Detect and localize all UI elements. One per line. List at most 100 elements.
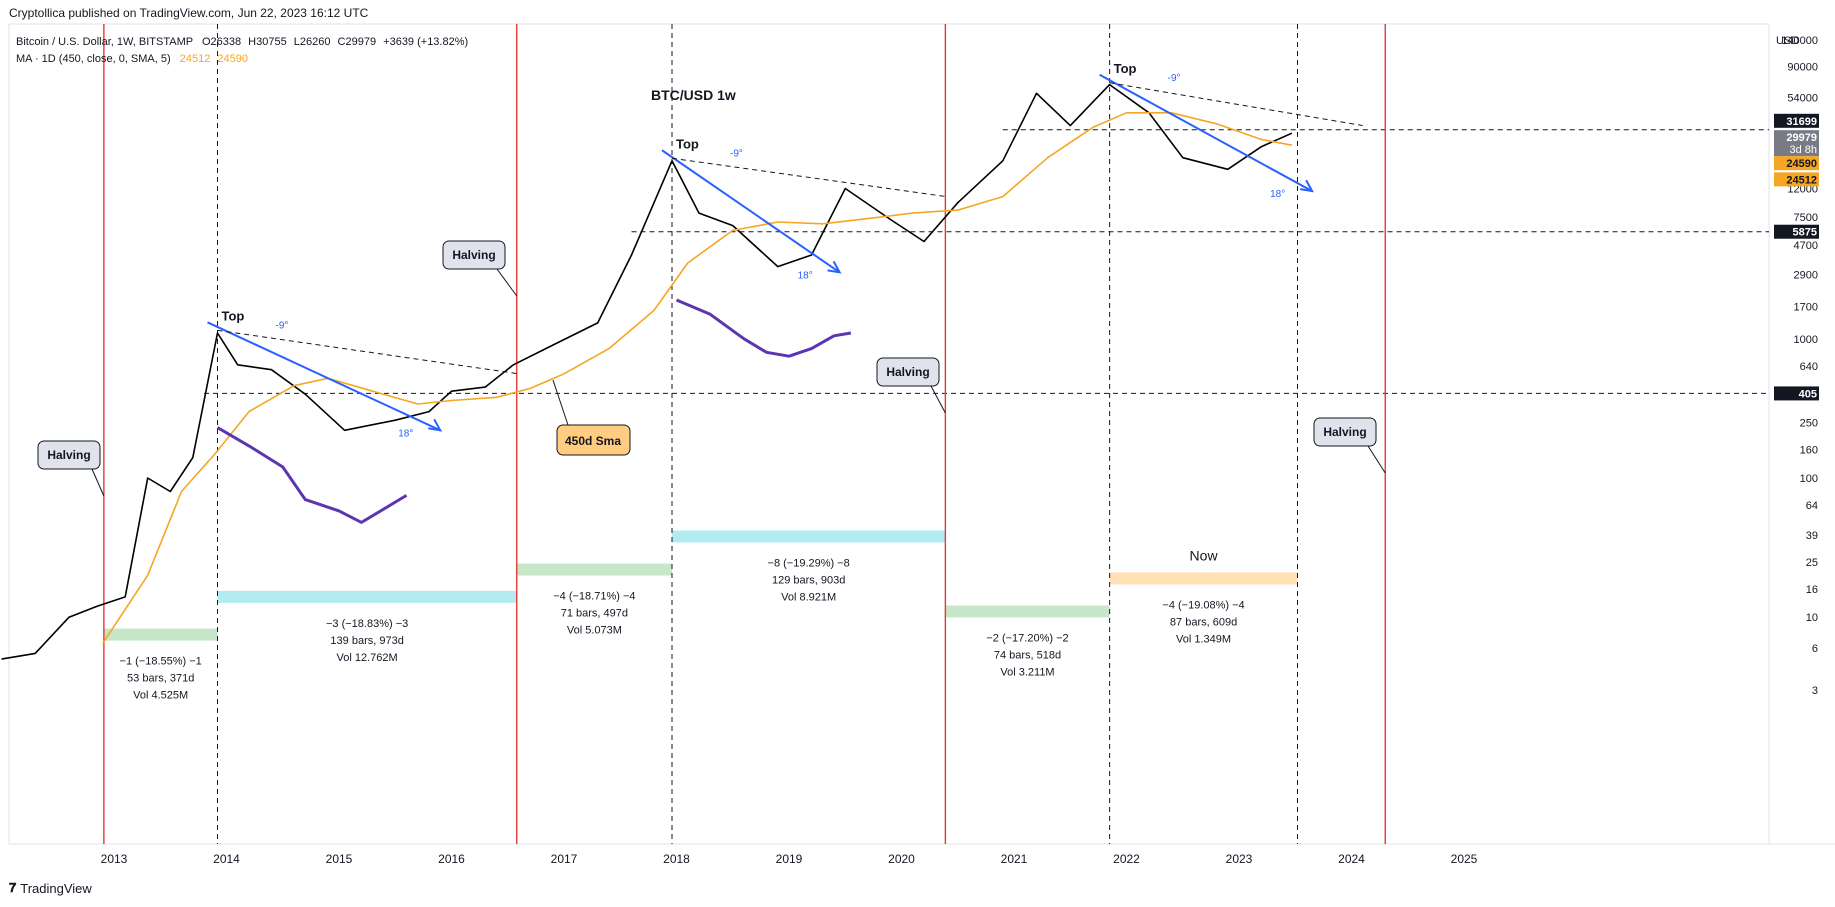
range-title: Now xyxy=(1190,547,1219,563)
angle-label: -9° xyxy=(730,148,743,159)
y-tick-label: 39 xyxy=(1806,530,1818,542)
price-label-text: 24590 xyxy=(1786,158,1817,170)
range-stat-text: −4 (−18.71%) −4 xyxy=(553,591,635,603)
range-stat-text: Vol 5.073M xyxy=(567,625,622,637)
sma-callout-pointer xyxy=(552,379,569,426)
x-tick-label: 2017 xyxy=(551,852,578,866)
range-stat-text: 74 bars, 518d xyxy=(994,649,1061,661)
x-tick-label: 2013 xyxy=(101,852,128,866)
range-box xyxy=(1109,572,1298,585)
price-label-box xyxy=(1774,156,1819,171)
price-label-text: 29979 xyxy=(1786,132,1817,144)
price-label-box xyxy=(1774,130,1819,157)
y-tick-label: 2900 xyxy=(1794,269,1818,281)
trend-arrow-line xyxy=(1099,73,1313,192)
range-stat-text: −4 (−19.08%) −4 xyxy=(1162,599,1244,611)
plot-border xyxy=(8,23,1770,845)
range-stat-text: 129 bars, 903d xyxy=(772,574,845,586)
y-tick-label: 64 xyxy=(1806,500,1818,512)
halving-callout-text: Halving xyxy=(452,248,495,262)
publisher-line: Cryptollica published on TradingView.com… xyxy=(9,6,369,20)
range-box xyxy=(945,605,1110,618)
x-tick-label: 2020 xyxy=(888,852,915,866)
range-stat-text: 139 bars, 973d xyxy=(330,635,403,647)
x-tick-label: 2022 xyxy=(1113,852,1140,866)
legend-ma: MA · 1D (450, close, 0, SMA, 5) 24512 24… xyxy=(16,53,248,65)
trend-arrowhead xyxy=(827,260,842,274)
y-tick-label: 640 xyxy=(1800,361,1818,373)
x-tick-label: 2021 xyxy=(1001,852,1028,866)
y-tick-label: 1700 xyxy=(1794,302,1818,314)
y-tick-label: 54000 xyxy=(1787,93,1818,105)
halving-callout-box xyxy=(1313,417,1377,447)
range-box xyxy=(672,530,946,543)
y-tick-label: 6 xyxy=(1812,643,1818,655)
range-stat-text: −1 (−18.55%) −1 xyxy=(120,656,202,668)
range-stat-text: Vol 3.211M xyxy=(1000,666,1054,678)
price-label-box xyxy=(1774,224,1819,239)
chart-title: BTC/USD 1w xyxy=(651,87,736,103)
halving-callout-box xyxy=(37,440,101,470)
x-tick-label: 2018 xyxy=(663,852,690,866)
angle-label-bottom: 18° xyxy=(798,270,813,281)
price-label-text: 24512 xyxy=(1786,174,1817,186)
sma-callout-text: 450d Sma xyxy=(565,434,621,448)
range-box xyxy=(217,590,517,603)
x-tick-label: 2025 xyxy=(1451,852,1478,866)
range-stat-text: Vol 1.349M xyxy=(1176,633,1231,645)
y-tick-label: 10 xyxy=(1806,612,1818,624)
range-stat-text: −2 (−17.20%) −2 xyxy=(986,632,1068,644)
halving-callout-box xyxy=(442,240,506,270)
y-tick-label: 25 xyxy=(1806,557,1818,569)
price-label-box xyxy=(1774,386,1819,401)
x-tick-label: 2016 xyxy=(438,852,465,866)
halving-callout-pointer xyxy=(496,268,518,297)
angle-label-bottom: 18° xyxy=(398,428,413,439)
range-stat-text: Vol 12.762M xyxy=(337,652,398,664)
y-tick-label: 160 xyxy=(1800,445,1818,457)
price-label-box xyxy=(1774,113,1819,128)
range-stat-text: 87 bars, 609d xyxy=(1170,616,1237,628)
sma-callout-box xyxy=(556,424,631,456)
y-tick-label: 7500 xyxy=(1794,212,1818,224)
y-tick-label: 140000 xyxy=(1781,35,1818,47)
range-stat-text: Vol 8.921M xyxy=(781,591,836,603)
trend-arrow-line xyxy=(207,321,441,432)
footer-brand[interactable]: 𝟕 TradingView xyxy=(9,880,92,896)
range-box xyxy=(103,628,218,641)
halving-callout-pointer xyxy=(1367,445,1386,474)
tradingview-logo-icon: 𝟕 xyxy=(9,880,17,895)
range-stat-text: Vol 4.525M xyxy=(133,690,188,702)
y-tick-label: 12000 xyxy=(1787,184,1818,196)
angle-label-bottom: 18° xyxy=(1270,189,1285,200)
range-stat-text: 53 bars, 371d xyxy=(127,673,194,685)
x-tick-label: 2024 xyxy=(1338,852,1365,866)
range-stat-text: −8 (−19.29%) −8 xyxy=(768,557,850,569)
y-tick-label: 250 xyxy=(1800,418,1818,430)
x-tick-label: 2023 xyxy=(1226,852,1253,866)
footer-brand-label: TradingView xyxy=(20,880,92,896)
y-tick-label: 3 xyxy=(1812,685,1818,697)
resistance-dashed-line xyxy=(671,157,947,198)
halving-callout-text: Halving xyxy=(47,448,90,462)
halving-callout-pointer xyxy=(91,468,105,497)
range-stat-text: −3 (−18.83%) −3 xyxy=(326,618,408,630)
trend-arrowhead xyxy=(1299,179,1314,193)
range-stat-text: 71 bars, 497d xyxy=(561,608,628,620)
resistance-dashed-line xyxy=(217,329,520,375)
y-tick-label: 4700 xyxy=(1794,240,1818,252)
angle-label: -9° xyxy=(276,320,289,331)
price-series-line xyxy=(1,83,1293,660)
fractal-projection-line xyxy=(216,426,408,524)
angle-label: -9° xyxy=(1168,73,1181,84)
ma-450d-line xyxy=(102,112,1293,644)
range-box xyxy=(516,563,672,576)
top-label: Top xyxy=(1114,61,1137,76)
price-label-text: 5875 xyxy=(1793,227,1817,239)
x-tick-label: 2019 xyxy=(776,852,803,866)
y-tick-label: 1000 xyxy=(1794,334,1818,346)
top-label: Top xyxy=(222,308,245,323)
legend-symbol: Bitcoin / U.S. Dollar, 1W, BITSTAMP O263… xyxy=(16,36,468,48)
price-label-text: 405 xyxy=(1799,388,1817,400)
